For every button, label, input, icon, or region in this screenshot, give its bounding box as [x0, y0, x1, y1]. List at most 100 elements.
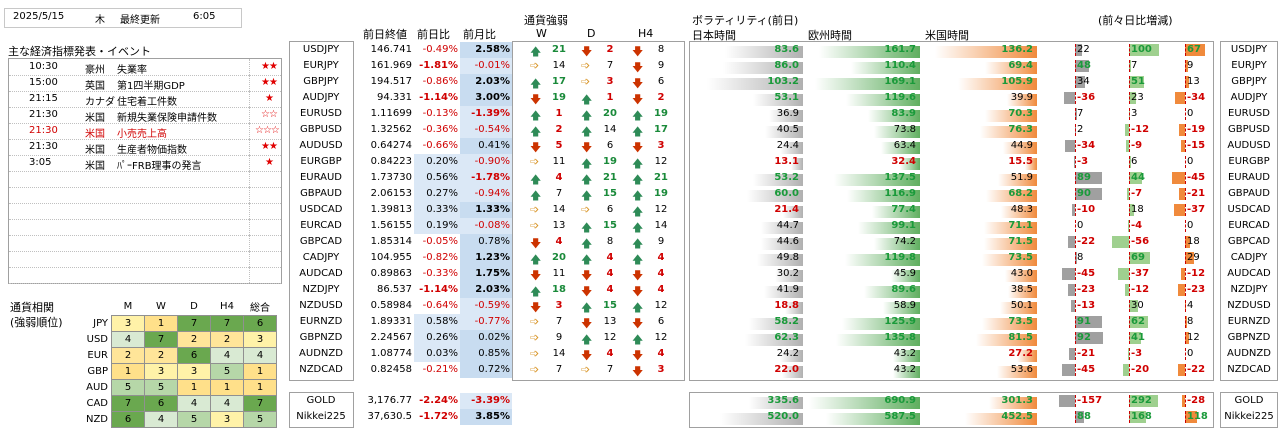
change-bar — [1129, 44, 1159, 56]
volatility-bar — [982, 254, 1037, 266]
volatility-eu: 690.9 — [808, 395, 920, 409]
volatility-us: 51.9 — [925, 172, 1037, 186]
volatility-value: 58.2 — [774, 316, 799, 327]
change-bar — [1112, 236, 1129, 248]
prev-close: 0.84223 — [370, 156, 412, 167]
rank-cell: 7 — [111, 395, 145, 412]
change-bar — [1129, 300, 1138, 312]
day-change: 0.56% — [414, 170, 460, 186]
change-c3: 29 — [1153, 252, 1209, 264]
pair-list-left — [289, 41, 354, 381]
change-bar — [1068, 348, 1075, 360]
change-value: 90 — [1077, 188, 1091, 199]
strength-h4-arrow-icon: 🡅 — [632, 189, 644, 202]
volatility-bar — [874, 126, 920, 138]
volatility-us: 301.3 — [925, 395, 1037, 409]
event-country: 米国 — [85, 161, 105, 172]
pair-symbol: EURGBP — [300, 156, 342, 167]
strength-w-arrow-icon: ➩ — [530, 331, 540, 344]
change-bar — [1068, 236, 1075, 248]
pair-symbol: AUDUSD — [299, 140, 343, 151]
volatility-asia: 24.2 — [691, 348, 803, 362]
pair-symbol: Nikkei225 — [296, 411, 346, 422]
day-change: -0.86% — [422, 76, 458, 87]
month-change: -0.94% — [460, 186, 512, 202]
day-change: -0.36% — [422, 124, 458, 135]
change-c2: 62 — [1097, 316, 1153, 328]
prev-close: 86.537 — [377, 284, 412, 295]
rank-currency: NZD — [85, 414, 108, 425]
strength-d-arrow-icon: ➩ — [581, 203, 591, 216]
change-c3: 0 — [1153, 108, 1209, 120]
rank-cell: 2 — [111, 347, 145, 364]
pair-symbol: GBPNZD — [299, 332, 343, 343]
strength-w-rank: 13 — [552, 220, 566, 231]
change-value: 22 — [1077, 44, 1090, 55]
change-bar — [1074, 156, 1075, 168]
pair-symbol-right: EURJPY — [1231, 60, 1267, 71]
change-bar — [1185, 316, 1188, 328]
volatility-bar — [809, 397, 920, 409]
event-row: 21:30 米国 新規失業保険申請件数 ☆☆ — [9, 107, 281, 124]
volatility-bar — [724, 46, 803, 58]
change-bar — [1075, 411, 1084, 423]
pair-symbol-right: EURNZD — [1227, 316, 1271, 327]
pair-row: NZDUSD NZDUSD 0.58984 -0.64% -0.59% 🡇 3 🡅 15 🡅 12 1… — [0, 298, 1281, 314]
change-value: 4 — [1187, 300, 1194, 311]
volatility-eu: 125.9 — [808, 316, 920, 330]
strength-panel — [512, 41, 685, 381]
volatility-eu: 161.7 — [808, 44, 920, 58]
event-stars: ★★ — [261, 141, 278, 152]
volatility-us: 43.0 — [925, 268, 1037, 282]
change-c3: 12 — [1153, 332, 1209, 344]
volatility-bar — [935, 46, 1037, 58]
volatility-bar — [814, 78, 920, 90]
pair-symbol: EURNZD — [299, 316, 343, 327]
volatility-us: 48.3 — [925, 204, 1037, 218]
month-change: 2.58% — [460, 42, 512, 58]
volatility-value: 50.1 — [1010, 300, 1033, 311]
strength-h4-arrow-icon: 🡅 — [632, 253, 644, 266]
strength-w-arrow-icon: 🡅 — [530, 173, 542, 186]
month-change: -0.59% — [460, 298, 512, 314]
volatility-us: 38.5 — [925, 284, 1037, 298]
volatility-value: 73.8 — [893, 124, 916, 135]
change-bar — [1185, 236, 1191, 248]
volatility-value: 21.4 — [774, 204, 799, 215]
rank-cell: 1 — [243, 363, 277, 380]
volatility-us: 81.5 — [925, 332, 1037, 346]
strength-d-rank: 21 — [603, 172, 617, 183]
volatility-value: 103.2 — [767, 76, 799, 87]
change-value: -45 — [1187, 172, 1206, 183]
change-c2: -12 — [1097, 124, 1153, 136]
col-us: 米国時間 — [925, 29, 969, 42]
change-value: -19 — [1187, 124, 1206, 135]
rank-col-header: W — [156, 301, 166, 312]
change-c3: -12 — [1153, 268, 1209, 280]
volatility-asia: 60.0 — [691, 188, 803, 202]
pair-symbol: CADJPY — [302, 252, 340, 263]
month-change: 0.85% — [460, 346, 512, 362]
ranking-title: 通貨相関 (強弱順位) — [10, 301, 63, 329]
volatility-value: 587.5 — [884, 411, 916, 422]
change-c2: 41 — [1097, 332, 1153, 344]
event-time: 15:00 — [29, 77, 58, 88]
volatility-value: 161.7 — [884, 44, 916, 55]
change-c3: 0 — [1153, 156, 1209, 168]
rank-currency: GBP — [87, 366, 108, 377]
volatility-value: 36.9 — [776, 108, 799, 119]
rank-cell: 3 — [243, 331, 277, 348]
change-value: 3 — [1131, 108, 1138, 119]
strength-w-rank: 20 — [552, 252, 566, 263]
change-c1: -157 — [1043, 395, 1102, 407]
volatility-bar — [780, 142, 803, 154]
change-value: -36 — [1077, 92, 1096, 103]
pair-symbol: AUDCAD — [299, 268, 343, 279]
change-bar — [1068, 284, 1075, 296]
change-c3: 9 — [1153, 60, 1209, 72]
volatility-value: 136.2 — [1001, 44, 1033, 55]
volatility-bar — [756, 254, 803, 266]
change-value: -9 — [1131, 140, 1143, 151]
change-c3: 0 — [1153, 348, 1209, 360]
change-bar — [1129, 204, 1135, 216]
